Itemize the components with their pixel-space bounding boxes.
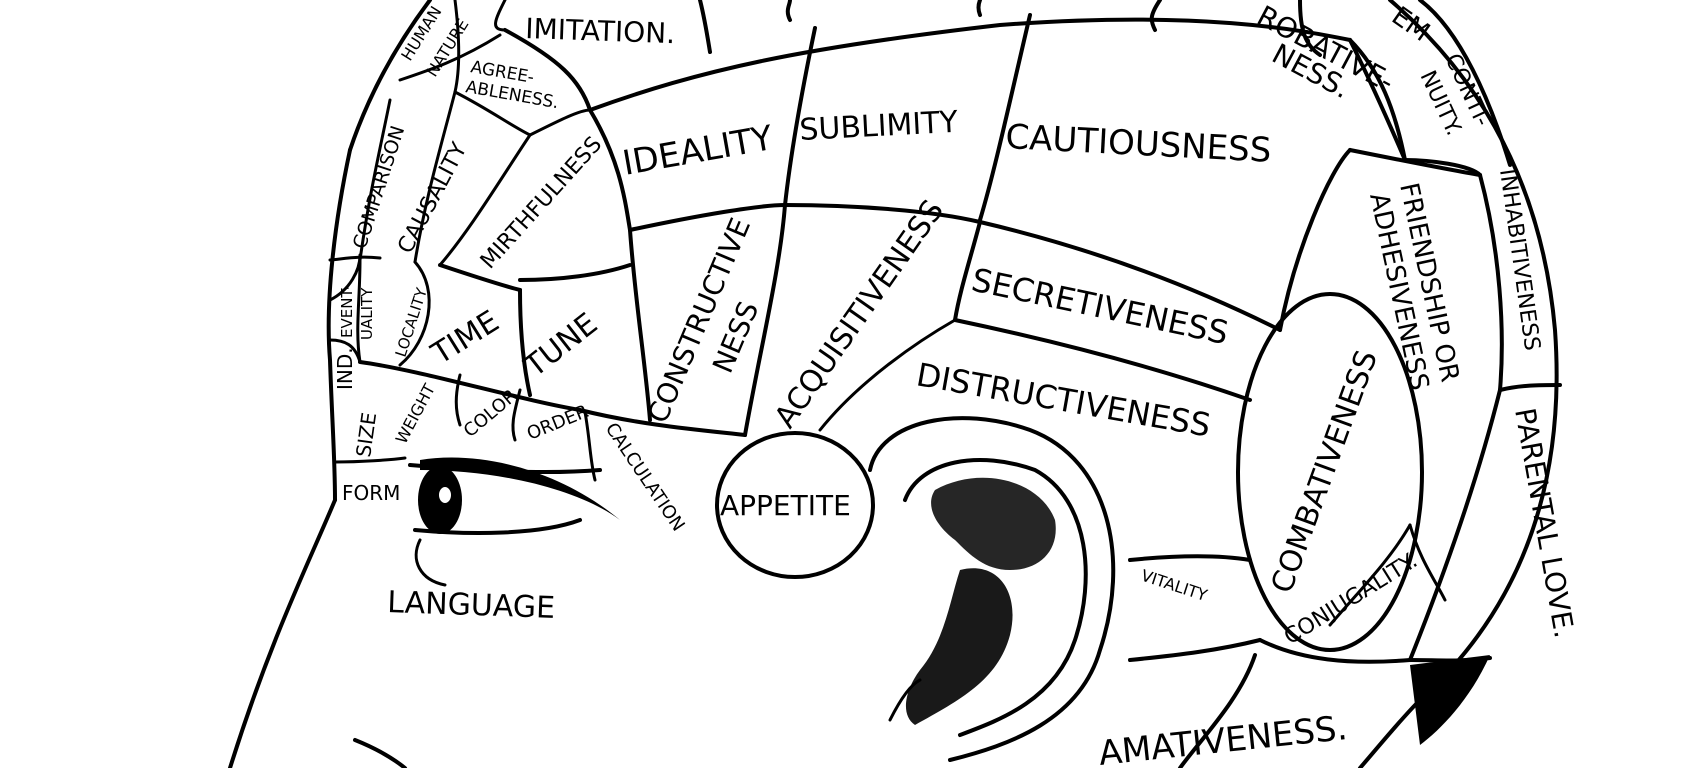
label-eventuality-2: UALITY <box>358 287 376 340</box>
label-eventuality-1: EVENT- <box>338 284 356 338</box>
label-cautiousness: CAUTIOUSNESS <box>1005 117 1273 171</box>
label-ideality: IDEALITY <box>620 118 776 184</box>
label-size: SIZE <box>351 411 381 459</box>
label-calculation: CALCULATION <box>601 419 689 535</box>
eye <box>408 457 620 587</box>
label-imitation: IMITATION. <box>525 12 676 50</box>
label-time: TIME <box>425 304 505 372</box>
label-secretiveness: SECRETIVENESS <box>968 261 1231 352</box>
label-sublimity: SUBLIMITY <box>799 105 960 148</box>
label-combativeness: COMBATIVENESS <box>1265 346 1385 598</box>
region-dividers <box>328 0 1562 770</box>
label-acquisitiveness: ACQUISITIVENESS <box>768 194 951 435</box>
label-parental-love: PARENTAL LOVE. <box>1508 405 1581 640</box>
label-form: FORM <box>342 481 400 505</box>
head-outline <box>228 0 1559 770</box>
label-tune: TUNE <box>518 306 605 384</box>
label-individuality: IND. <box>333 347 357 390</box>
label-vitality: VITALITY <box>1139 566 1210 605</box>
label-language: LANGUAGE <box>387 585 556 626</box>
label-appetite: APPETITE <box>720 489 851 522</box>
label-distructiveness: DISTRUCTIVENESS <box>914 355 1214 444</box>
label-weight: WEIGHT <box>392 380 439 446</box>
label-amativeness: AMATIVENESS. <box>1097 708 1349 768</box>
label-mirthfulness: MIRTHFULNESS <box>476 132 607 274</box>
